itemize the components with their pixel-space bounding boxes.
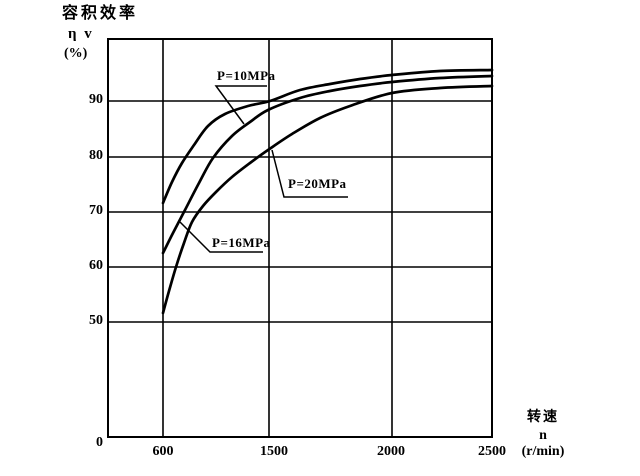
x-axis-unit: (r/min)	[521, 444, 565, 459]
callout-line	[214, 85, 267, 125]
x-tick-2500: 2500	[478, 444, 506, 459]
curve-p16mpa	[161, 74, 494, 255]
chart-title: 容积效率	[62, 5, 139, 22]
x-tick-1500: 1500	[260, 444, 288, 459]
y-axis-unit: (%)	[64, 46, 88, 61]
y-axis-symbol: η v	[68, 26, 94, 42]
curve-label-p16mpa: P=16MPa	[212, 235, 271, 250]
y-tick-50: 50	[89, 313, 103, 328]
y-tick-90: 90	[89, 92, 103, 107]
y-tick-0: 0	[96, 435, 103, 450]
y-tick-70: 70	[89, 203, 103, 218]
x-tick-2000: 2000	[377, 444, 405, 459]
curve-label-p10mpa: P=10MPa	[217, 68, 276, 83]
x-tick-600: 600	[152, 444, 174, 459]
curve-p20mpa	[161, 84, 494, 315]
curve-p10mpa	[161, 68, 494, 205]
x-axis-name: 转速	[527, 410, 559, 425]
y-tick-80: 80	[89, 148, 103, 163]
x-axis-symbol: n	[539, 428, 547, 443]
y-tick-60: 60	[89, 258, 103, 273]
plot-frame	[107, 38, 493, 438]
callout-line	[179, 221, 263, 253]
callout-line	[271, 149, 348, 198]
curve-label-p20mpa: P=20MPa	[288, 176, 347, 191]
